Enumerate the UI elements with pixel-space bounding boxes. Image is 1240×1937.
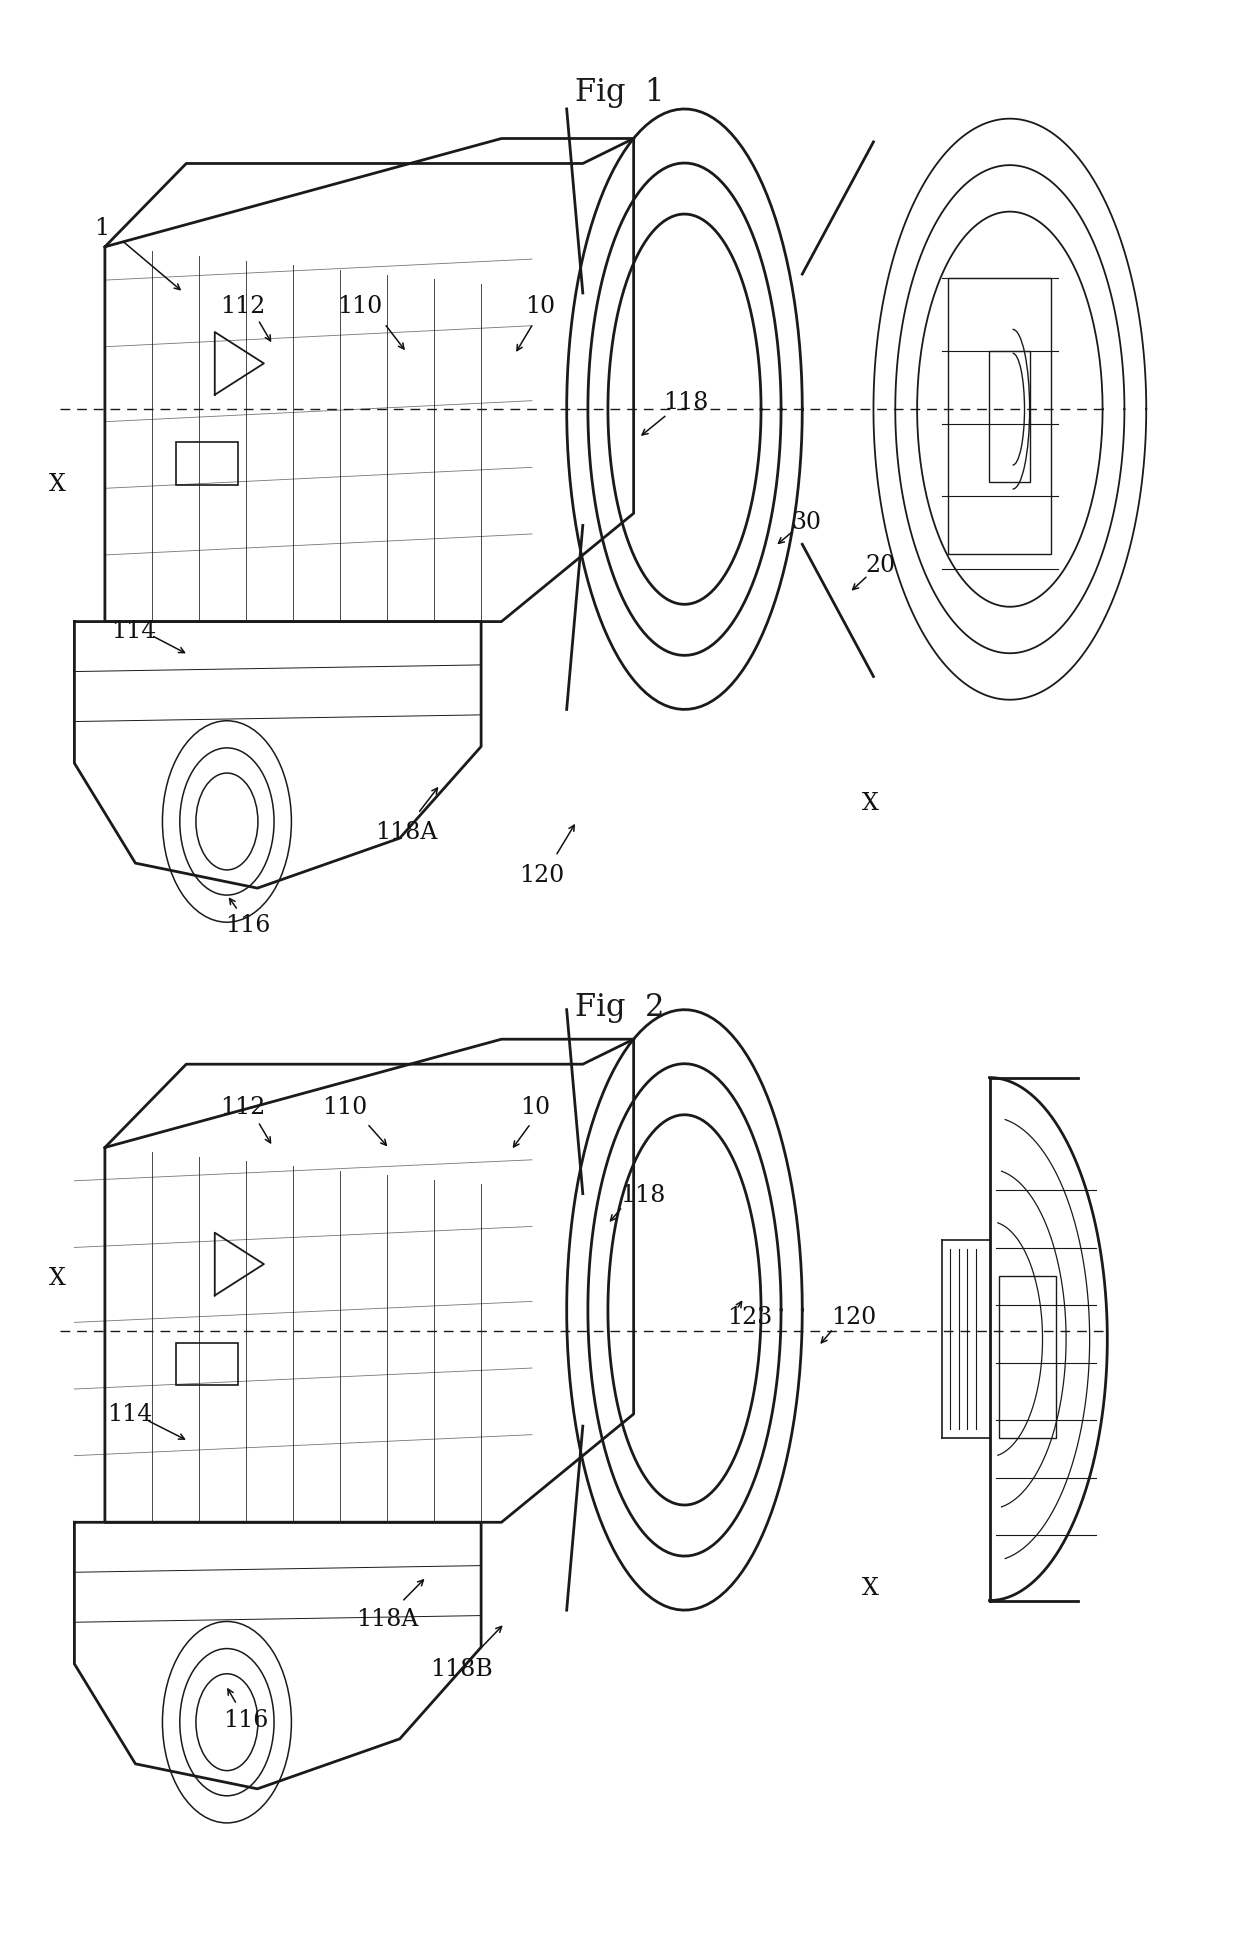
Text: 112: 112 <box>221 294 265 318</box>
Text: 20: 20 <box>866 554 895 577</box>
Bar <box>176 442 238 484</box>
Text: 112: 112 <box>221 1096 265 1120</box>
Text: 30: 30 <box>791 511 821 535</box>
Text: 118A: 118A <box>376 821 438 845</box>
Text: X: X <box>48 1267 66 1290</box>
Text: 118: 118 <box>620 1184 666 1207</box>
Text: 1: 1 <box>94 217 109 240</box>
Text: Fig  2: Fig 2 <box>575 992 665 1023</box>
Text: X: X <box>862 792 879 815</box>
Text: 118: 118 <box>663 391 709 415</box>
Bar <box>176 1342 238 1385</box>
Text: 116: 116 <box>223 1708 268 1732</box>
Text: 123: 123 <box>727 1306 771 1329</box>
Text: X: X <box>862 1577 879 1600</box>
Text: 10: 10 <box>521 1096 551 1120</box>
Text: 118B: 118B <box>430 1658 492 1681</box>
Text: 118A: 118A <box>356 1608 418 1631</box>
Bar <box>999 1276 1056 1439</box>
Text: X: X <box>48 473 66 496</box>
Text: 110: 110 <box>322 1096 367 1120</box>
Text: 114: 114 <box>112 620 157 643</box>
Text: 114: 114 <box>107 1402 153 1426</box>
Text: 120: 120 <box>831 1306 875 1329</box>
Bar <box>949 279 1050 554</box>
Text: Fig  1: Fig 1 <box>575 77 665 108</box>
Text: 116: 116 <box>226 914 270 938</box>
Text: 110: 110 <box>337 294 382 318</box>
Bar <box>990 351 1030 482</box>
Text: 10: 10 <box>526 294 556 318</box>
Text: 120: 120 <box>520 864 564 887</box>
